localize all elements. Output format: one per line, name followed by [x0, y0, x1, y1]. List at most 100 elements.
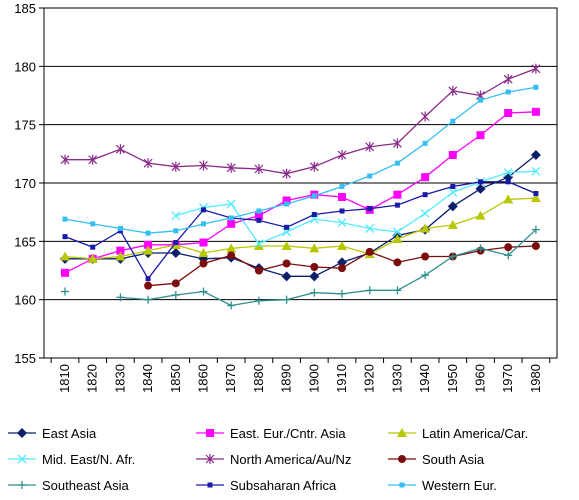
data-point-mid-east-n-afr — [282, 227, 292, 237]
data-point-east-eur-cntr-asia — [254, 211, 263, 220]
data-point-latin-america-car — [309, 243, 320, 253]
legend-marker — [206, 429, 214, 437]
data-point-subsaharan-africa — [450, 184, 456, 189]
series-line-subsaharan-africa — [64, 181, 537, 280]
legend-marker — [17, 428, 27, 438]
data-point-north-america-au-nz — [337, 150, 347, 160]
legend-marker — [17, 454, 27, 464]
data-point-subsaharan-africa — [284, 224, 290, 230]
data-point-mid-east-n-afr — [309, 214, 319, 224]
series-line-north-america-au-nz — [65, 68, 537, 175]
data-point-western-eur — [394, 160, 400, 166]
data-point-south-asia — [365, 247, 374, 256]
series-southeast-asia — [61, 225, 540, 310]
x-tick-label: 1900 — [306, 364, 321, 393]
x-tick-label: 1980 — [528, 364, 543, 393]
x-tick-label: 1820 — [85, 364, 100, 393]
data-point-south-asia — [504, 243, 513, 252]
series-line-mid-east-n-afr — [175, 170, 536, 245]
data-point-north-america-au-nz — [531, 63, 541, 74]
data-point-latin-america-car — [475, 210, 486, 220]
data-point-subsaharan-africa — [394, 202, 400, 208]
data-point-subsaharan-africa — [173, 240, 179, 245]
data-point-western-eur — [62, 216, 68, 222]
legend-item-east-eur-cntr-asia: East. Eur./Cntr. Asia — [196, 426, 346, 441]
legend-item-subsaharan-africa: Subsaharan Africa — [196, 478, 337, 493]
x-tick-label: 1890 — [279, 364, 294, 393]
data-point-latin-america-car — [503, 194, 514, 204]
legend-label: East. Eur./Cntr. Asia — [230, 426, 346, 441]
data-point-southeast-asia — [531, 225, 540, 234]
data-point-subsaharan-africa — [311, 212, 317, 217]
data-point-east-eur-cntr-asia — [144, 240, 153, 249]
x-tick-label: 1830 — [112, 364, 127, 393]
x-tick-label: 1970 — [500, 364, 515, 393]
data-point-southeast-asia — [476, 244, 485, 253]
legend-label: North America/Au/Nz — [230, 452, 351, 467]
data-point-western-eur — [173, 228, 179, 234]
data-point-south-asia — [338, 264, 346, 273]
series-line-western-eur — [64, 86, 537, 234]
x-tick-label: 1870 — [223, 364, 238, 393]
data-point-south-asia — [254, 266, 263, 275]
data-point-southeast-asia — [254, 296, 263, 305]
x-tick-label: 1840 — [140, 364, 155, 393]
legend-marker — [397, 428, 407, 437]
data-point-southeast-asia — [227, 301, 236, 310]
legend-item-east-asia: East Asia — [8, 426, 97, 441]
data-point-southeast-asia — [116, 293, 125, 302]
data-point-east-asia — [530, 150, 541, 160]
series-western-eur — [62, 84, 539, 236]
data-point-southeast-asia — [365, 286, 374, 295]
series-latin-america-car — [60, 193, 541, 263]
data-point-subsaharan-africa — [339, 208, 345, 214]
data-point-western-eur — [505, 89, 511, 95]
y-tick-label: 185 — [14, 1, 36, 16]
data-point-southeast-asia — [448, 252, 457, 261]
legend-item-south-asia: South Asia — [388, 452, 485, 467]
data-point-north-america-au-nz — [115, 144, 125, 155]
data-point-north-america-au-nz — [60, 154, 70, 165]
y-tick-label: 155 — [14, 351, 36, 366]
legend-label: Latin America/Car. — [422, 426, 528, 441]
data-point-western-eur — [533, 84, 539, 90]
data-point-western-eur — [284, 201, 290, 207]
legend-label: Southeast Asia — [42, 478, 129, 493]
legend-label: South Asia — [422, 452, 485, 467]
data-point-subsaharan-africa — [62, 234, 68, 240]
y-tick-label: 170 — [14, 176, 36, 191]
legend-label: Subsaharan Africa — [230, 478, 337, 493]
data-point-mid-east-n-afr — [337, 218, 347, 228]
data-point-south-asia — [227, 251, 236, 260]
series-line-east-asia — [65, 154, 537, 277]
data-point-east-eur-cntr-asia — [116, 246, 125, 255]
x-tick-label: 1950 — [445, 364, 460, 393]
data-point-subsaharan-africa — [533, 191, 539, 196]
data-point-western-eur — [422, 140, 428, 146]
data-point-western-eur — [90, 221, 96, 227]
data-point-southeast-asia — [338, 289, 346, 298]
data-point-mid-east-n-afr — [365, 224, 375, 233]
data-point-western-eur — [117, 226, 123, 231]
data-point-latin-america-car — [115, 251, 126, 261]
series-subsaharan-africa — [62, 179, 539, 282]
data-point-south-asia — [421, 252, 430, 261]
data-point-latin-america-car — [337, 241, 347, 250]
data-point-mid-east-n-afr — [503, 168, 513, 177]
data-point-east-asia — [337, 257, 347, 268]
data-point-latin-america-car — [530, 193, 541, 203]
data-point-north-america-au-nz — [282, 168, 292, 179]
x-tick-label: 1920 — [362, 364, 377, 393]
data-point-latin-america-car — [143, 245, 154, 255]
data-point-latin-america-car — [420, 223, 431, 233]
legend: East Asia East. Eur./Cntr. Asia Latin Amer… — [8, 426, 528, 493]
data-point-north-america-au-nz — [365, 141, 375, 152]
data-point-east-eur-cntr-asia — [338, 193, 346, 201]
x-tick-label: 1930 — [389, 364, 404, 393]
data-point-east-eur-cntr-asia — [282, 196, 291, 205]
data-point-western-eur — [201, 221, 206, 227]
x-tick-label: 1860 — [196, 364, 211, 393]
data-point-east-eur-cntr-asia — [421, 173, 430, 182]
data-point-north-america-au-nz — [392, 138, 402, 149]
